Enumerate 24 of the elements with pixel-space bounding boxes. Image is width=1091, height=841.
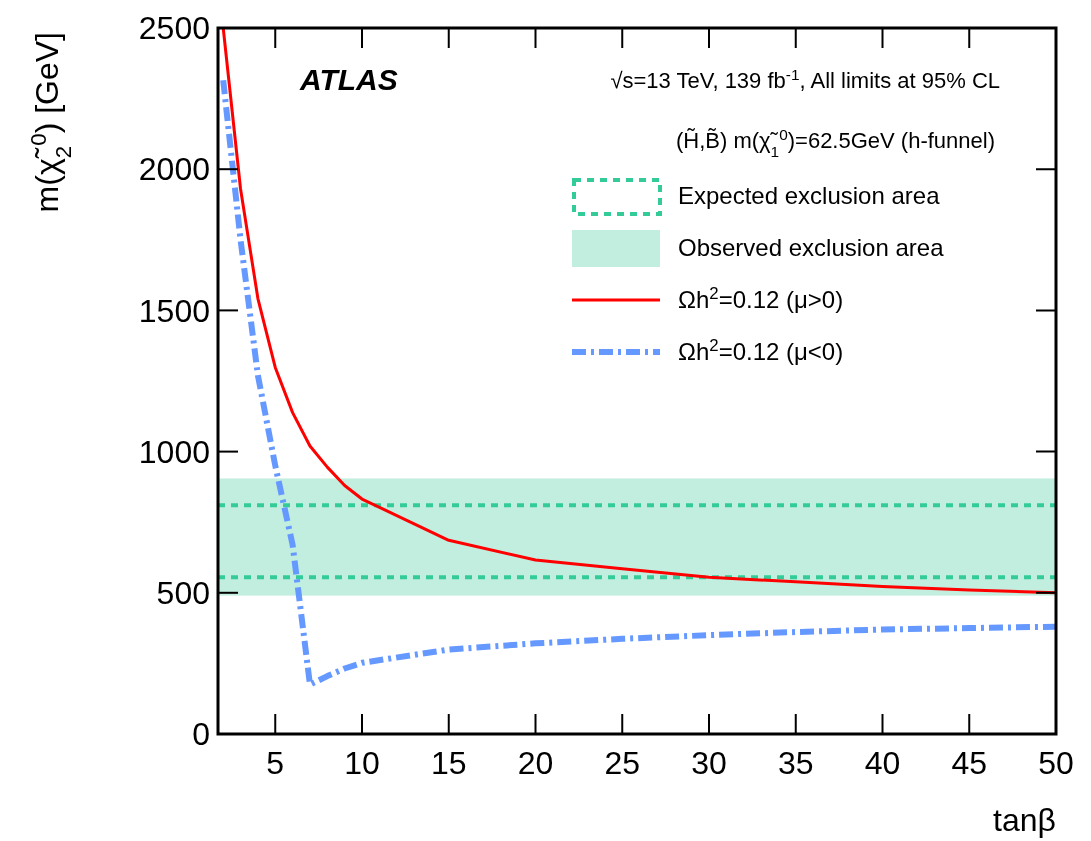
y-tick-label: 2000 <box>138 151 210 188</box>
x-tick-label: 30 <box>691 745 727 781</box>
y-tick-label: 500 <box>156 575 210 611</box>
y-tick-label: 0 <box>192 716 210 753</box>
x-tick-label: 40 <box>864 745 901 781</box>
legend-label: Expected exclusion area <box>678 182 941 210</box>
annotation: ATLAS <box>299 63 398 96</box>
x-axis-title: tanβ <box>993 802 1056 838</box>
x-tick-label: 15 <box>430 745 467 781</box>
y-tick-label: 1000 <box>138 433 210 470</box>
x-tick-label: 35 <box>777 745 814 781</box>
x-tick-label: 25 <box>604 745 641 781</box>
annotation: √s=13 TeV, 139 fb$^{-1}$, All limits at 95% CL <box>610 65 1000 93</box>
legend-label: Observed exclusion area <box>678 234 945 262</box>
x-tick-label: 10 <box>344 745 380 781</box>
y-tick-label: 2500 <box>138 10 210 47</box>
x-tick-label: 45 <box>951 745 988 781</box>
x-tick-label: 50 <box>1038 745 1074 781</box>
x-tick-label: 5 <box>266 745 285 781</box>
y-tick-label: 1500 <box>138 292 210 329</box>
x-tick-label: 20 <box>517 745 554 781</box>
legend-label: Ωh$^{2}$=0.12 (μ>0) <box>678 283 844 314</box>
annotation: (H̃,B̃) m(χ̃$_{1}$$^{0}$)=62.5GeV (h-funnel) <box>675 125 995 160</box>
legend-label: Ωh$^{2}$=0.12 (μ<0) <box>678 335 844 366</box>
